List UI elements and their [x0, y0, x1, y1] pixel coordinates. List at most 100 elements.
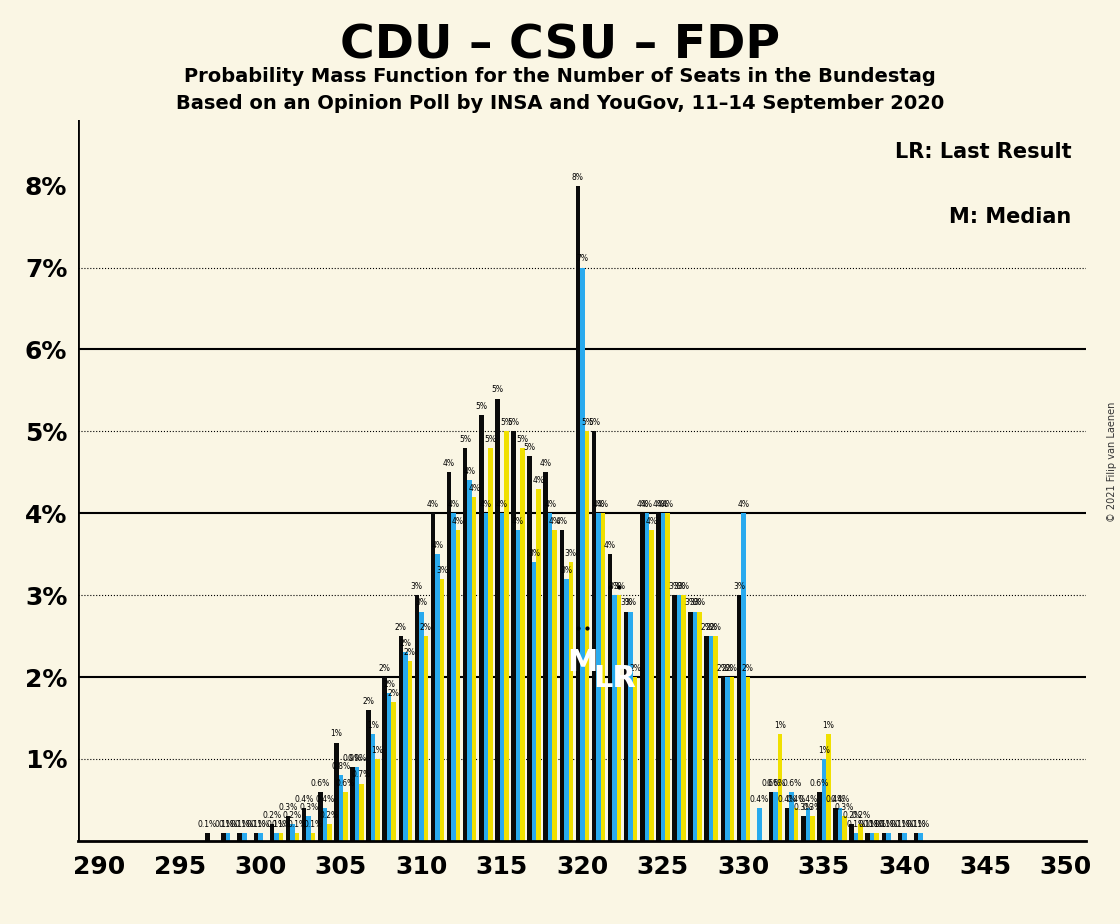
Bar: [431, 513, 436, 841]
Bar: [515, 529, 521, 841]
Text: 0.1%: 0.1%: [911, 820, 930, 829]
Text: Based on an Opinion Poll by INSA and YouGov, 11–14 September 2020: Based on an Opinion Poll by INSA and You…: [176, 94, 944, 114]
Text: 0.4%: 0.4%: [799, 795, 818, 804]
Text: 0.8%: 0.8%: [332, 762, 351, 772]
Text: 4%: 4%: [592, 500, 605, 509]
Bar: [560, 529, 564, 841]
Text: 0.1%: 0.1%: [895, 820, 914, 829]
Bar: [698, 612, 702, 841]
Text: 4%: 4%: [641, 500, 653, 509]
Bar: [833, 808, 838, 841]
Bar: [290, 824, 295, 841]
Bar: [467, 480, 472, 841]
Text: 0.2%: 0.2%: [851, 811, 870, 821]
Bar: [774, 792, 778, 841]
Bar: [914, 833, 918, 841]
Bar: [375, 759, 380, 841]
Bar: [564, 578, 569, 841]
Text: 4%: 4%: [737, 500, 749, 509]
Text: 0.6%: 0.6%: [310, 779, 330, 787]
Bar: [785, 808, 790, 841]
Text: 3%: 3%: [529, 549, 540, 558]
Bar: [881, 833, 886, 841]
Text: 0.2%: 0.2%: [842, 811, 861, 821]
Bar: [918, 833, 923, 841]
Text: 4%: 4%: [427, 500, 439, 509]
Bar: [849, 824, 853, 841]
Bar: [451, 513, 456, 841]
Bar: [327, 824, 332, 841]
Text: 4%: 4%: [468, 484, 480, 492]
Bar: [351, 767, 355, 841]
Bar: [827, 735, 831, 841]
Bar: [311, 833, 316, 841]
Text: 0.4%: 0.4%: [830, 795, 850, 804]
Text: 0.6%: 0.6%: [336, 779, 355, 787]
Text: 0.4%: 0.4%: [786, 795, 806, 804]
Text: 4%: 4%: [597, 500, 609, 509]
Text: 0.1%: 0.1%: [198, 820, 217, 829]
Bar: [419, 612, 423, 841]
Bar: [569, 563, 573, 841]
Text: 4%: 4%: [464, 468, 476, 477]
Bar: [242, 833, 246, 841]
Text: 4%: 4%: [512, 517, 524, 526]
Bar: [371, 735, 375, 841]
Text: 3%: 3%: [560, 565, 572, 575]
Bar: [650, 529, 654, 841]
Text: 3%: 3%: [684, 599, 697, 607]
Text: 0.2%: 0.2%: [262, 811, 281, 821]
Text: 3%: 3%: [693, 599, 706, 607]
Text: 0.1%: 0.1%: [858, 820, 877, 829]
Text: 0.1%: 0.1%: [235, 820, 254, 829]
Bar: [258, 833, 262, 841]
Bar: [323, 808, 327, 841]
Bar: [355, 767, 360, 841]
Text: 4%: 4%: [533, 476, 544, 484]
Bar: [693, 612, 698, 841]
Text: 4%: 4%: [448, 500, 459, 509]
Text: 0.6%: 0.6%: [766, 779, 785, 787]
Text: 2%: 2%: [383, 680, 395, 689]
Text: 0.1%: 0.1%: [867, 820, 886, 829]
Bar: [403, 652, 408, 841]
Text: 0.7%: 0.7%: [352, 771, 371, 780]
Bar: [822, 759, 827, 841]
Bar: [704, 636, 709, 841]
Bar: [838, 808, 842, 841]
Bar: [640, 513, 644, 841]
Text: 5%: 5%: [501, 419, 512, 427]
Bar: [842, 816, 847, 841]
Bar: [334, 743, 338, 841]
Bar: [790, 792, 794, 841]
Text: 5%: 5%: [588, 419, 600, 427]
Text: 2%: 2%: [741, 664, 754, 673]
Text: 0.4%: 0.4%: [777, 795, 796, 804]
Text: 3%: 3%: [678, 582, 690, 591]
Text: 2%: 2%: [701, 623, 712, 632]
Text: 0.1%: 0.1%: [271, 820, 290, 829]
Text: 0.2%: 0.2%: [319, 811, 339, 821]
Bar: [624, 612, 628, 841]
Text: 4%: 4%: [431, 541, 444, 550]
Text: 0.6%: 0.6%: [782, 779, 801, 787]
Text: 3%: 3%: [608, 582, 620, 591]
Text: 4%: 4%: [544, 500, 557, 509]
Text: 5%: 5%: [484, 434, 496, 444]
Bar: [552, 529, 557, 841]
Bar: [768, 792, 774, 841]
Text: 7%: 7%: [577, 254, 588, 263]
Text: 0.4%: 0.4%: [750, 795, 769, 804]
Text: 2%: 2%: [395, 623, 407, 632]
Text: 5%: 5%: [507, 419, 520, 427]
Text: 3%: 3%: [689, 599, 701, 607]
Text: 0.1%: 0.1%: [890, 820, 909, 829]
Bar: [672, 595, 676, 841]
Text: 3%: 3%: [673, 582, 685, 591]
Text: 0.3%: 0.3%: [279, 803, 298, 812]
Bar: [504, 432, 508, 841]
Text: 0.1%: 0.1%: [231, 820, 250, 829]
Bar: [279, 833, 283, 841]
Text: 4%: 4%: [444, 459, 455, 468]
Bar: [205, 833, 209, 841]
